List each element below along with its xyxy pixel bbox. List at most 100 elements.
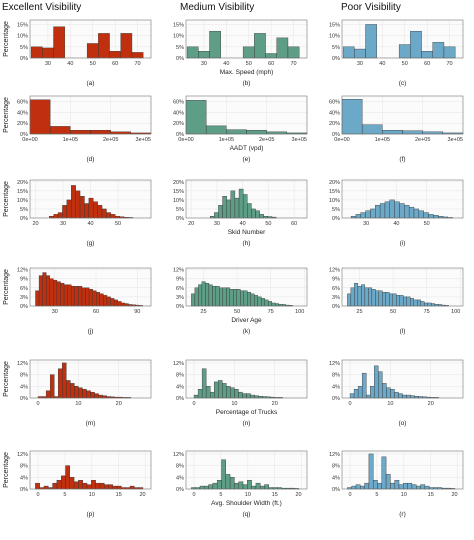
panel-e-xtick-label: 1e+05 [219,137,234,143]
panel-j-bar [67,284,72,307]
panel-k-label: (k) [243,328,251,335]
panel-f-xtick-label: 0e+00 [334,137,349,143]
panel-j-bar [81,287,86,307]
panel-m-bar [86,390,91,399]
panel-i-bar [360,212,366,219]
panel-r-bar [360,485,365,490]
panel-r-ytick-label: 8% [332,464,340,470]
panel-q-bar [242,484,248,490]
panel-e-bar [266,131,288,135]
panel-h-xtick-label: 50 [265,221,271,227]
panel-b-bar [254,33,266,59]
panel-q-ytick-label: 12% [173,452,184,458]
panel-l-bar [431,303,435,307]
panel-a-bar [109,51,121,59]
panel-j-bar [35,290,40,307]
panel-p-ytick-label: 4% [20,475,28,481]
panel-q-xtick-label: 20 [295,492,301,498]
panel-o-ytick-label: 12% [329,361,340,367]
panel-o-bar [398,393,403,399]
panel-g-ytick-label: 0% [20,216,28,222]
panel-l-frame [341,267,464,307]
panel-p-bar [108,484,114,490]
panel-o-bar [394,391,399,399]
panel-i-bar [418,210,424,219]
panel-m-ytick-label: 12% [17,361,28,367]
column-header-medium: Medium Visibility [180,2,254,13]
panel-e-frame [185,95,308,135]
panel-o-xtick-label: 20 [428,401,434,407]
panel-i-xtick-label: 30 [363,221,369,227]
panel-r-ytick-label: 0% [332,487,340,493]
panel-r-bar [372,480,378,490]
panel-b-ytick-label: 5% [176,45,184,51]
panel-k-bar [194,287,199,307]
panel-n-bar [234,389,239,399]
panel-c-bar [398,44,411,59]
panel-k-bar [271,302,276,307]
panel-e-xtick-label: 2e+05 [259,137,274,143]
panel-l-ytick-label: 3% [332,295,340,301]
panel-j-ytick-label: 12% [17,268,28,274]
panel-c-xtick-label: 60 [424,61,430,67]
panel-q-xtick-label: 0 [193,492,196,498]
panel-q-bar [204,485,209,490]
panel-o-ytick-label: 8% [332,373,340,379]
panel-c-xtick-label: 70 [446,61,452,67]
panel-k-bar [264,299,269,307]
panel-f-bar [382,129,403,135]
panel-b-bar [265,53,277,59]
panel-h-ytick-label: 10% [173,198,184,204]
panel-n-ytick-label: 0% [176,396,184,402]
panel-b-bar [287,46,300,59]
panel-a-ytick-label: 15% [17,22,28,28]
panel-j-bar [74,286,79,307]
panel-r-bar [364,482,370,490]
panel-a-bar [30,46,43,59]
panel-n-ytick-label: 4% [176,384,184,390]
panel-l-xtick-label: 100 [451,309,460,315]
panel-l-bar [403,296,408,307]
panel-r-bar [385,474,391,490]
panel-l-bar [427,302,432,307]
panel-i-ytick-label: 10% [329,198,340,204]
panel-q-bar [260,485,265,490]
panel-f-ytick-label: 60% [329,99,340,105]
panel-a-bar [86,43,99,59]
panel-j-bar [106,296,111,307]
panel-n-bar [218,380,223,399]
panel-f-ytick-label: 0% [332,132,340,138]
panel-b-xtick-label: 50 [246,61,252,67]
panel-m-bar [102,395,107,399]
panel-c-ytick-label: 5% [332,45,340,51]
panel-h-bar [247,203,252,219]
panel-k-ytick-label: 9% [176,277,184,283]
panel-m-bar [82,389,87,399]
panel-r-bar [403,482,408,490]
panel-a-bar [53,26,65,59]
panel-g-bar [53,214,59,219]
panel-j-bar [103,295,108,307]
panel-l-bar [413,299,418,307]
panel-m-xtick-label: 20 [116,401,122,407]
panel-n-bar [246,393,251,399]
panel-k-bar [254,295,258,307]
panel-p-xtick-label: 0 [37,492,40,498]
panel-g-ytick-label: 5% [20,207,28,213]
panel-p-bar [69,477,75,490]
panel-h-ytick-label: 20% [173,180,184,186]
panel-j-bar [85,287,90,307]
panel-l-ytick-label: 0% [332,304,340,310]
panel-j-label: (j) [88,328,94,335]
panel-m-bar [45,390,51,399]
panel-r-ytick-label: 12% [329,452,340,458]
panel-k-bar [243,290,248,307]
panel-p-bar [112,485,118,490]
panel-h-bar [226,199,231,219]
panel-g-ytick-label: 20% [17,180,28,186]
panel-q-frame [185,450,308,490]
panel-k-bar [215,286,220,307]
panel-k-bar [205,283,210,307]
panel-b-label: (b) [243,80,251,87]
